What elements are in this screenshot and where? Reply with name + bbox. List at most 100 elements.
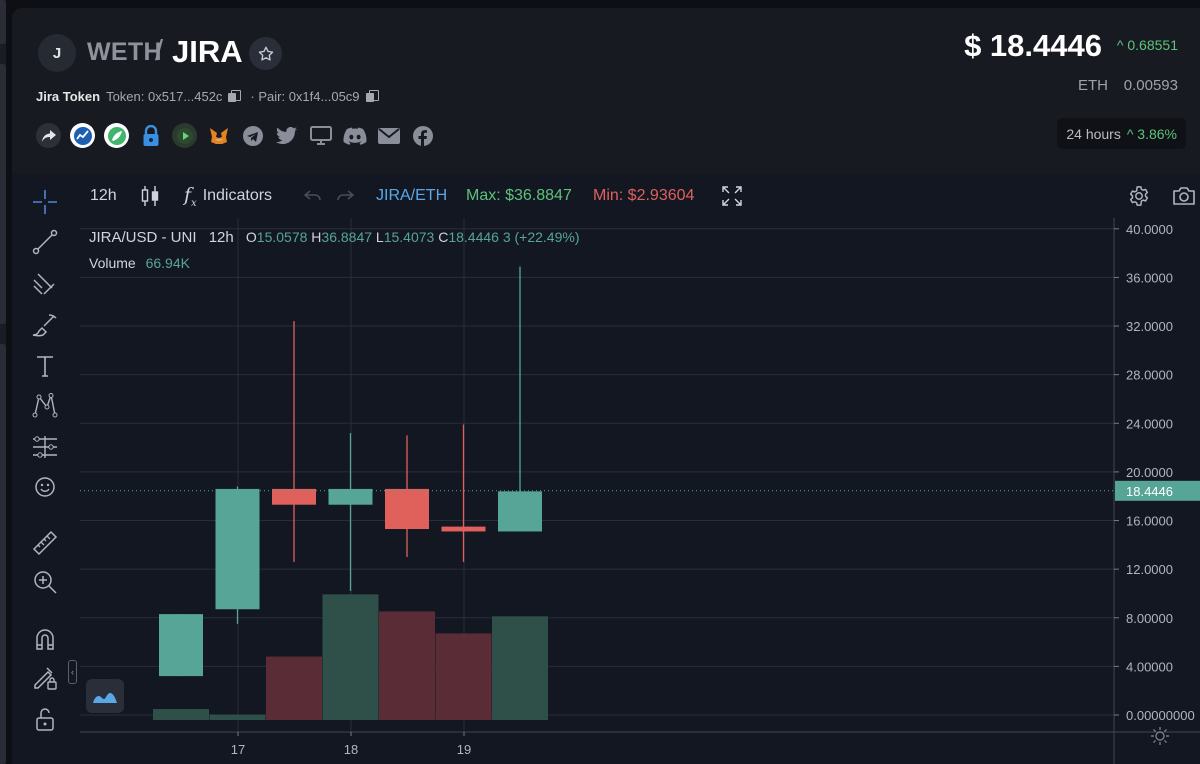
unlock-icon[interactable] — [31, 705, 59, 733]
volume-bar — [209, 714, 266, 720]
fib-icon[interactable] — [31, 271, 59, 299]
fx-icon: fx — [184, 183, 197, 209]
y-tick-label: 4.00000 — [1126, 659, 1173, 674]
last-price-tag — [1115, 480, 1200, 501]
fullscreen-button[interactable] — [722, 174, 742, 218]
sun-icon — [1151, 727, 1169, 745]
y-tick-label: 32.0000 — [1126, 319, 1173, 334]
y-tick-label: 36.0000 — [1126, 270, 1173, 285]
low-value: 15.4073 — [383, 229, 435, 245]
price-chart[interactable]: 40.0000 36.0000 32.0000 28.0000 24.0000 20.00… — [12, 174, 1200, 764]
y-tick-label: 24.0000 — [1126, 416, 1173, 431]
x-tick-label: 18 — [344, 742, 358, 757]
close-label: C — [438, 229, 449, 245]
volume-bar — [153, 709, 209, 720]
collapse-toolbar-button[interactable]: ‹ — [68, 660, 77, 684]
favorite-button[interactable] — [249, 37, 282, 70]
rocket-icon[interactable] — [104, 123, 129, 148]
copy-icon[interactable] — [365, 90, 379, 103]
x-tick-label: 17 — [231, 742, 245, 757]
zoom-icon[interactable] — [31, 568, 59, 596]
copy-icon[interactable] — [228, 90, 242, 103]
token-meta: Jira Token Token: 0x517...452c · Pair: 0… — [36, 89, 382, 104]
low-label: L — [375, 229, 384, 245]
candle-body — [215, 488, 260, 610]
strip-nub — [0, 64, 6, 324]
x-tick-label: 19 — [457, 742, 471, 757]
drawing-toolbar — [12, 174, 78, 764]
legend-symbol: JIRA/USD - UNI — [89, 229, 197, 246]
pair-toggle[interactable]: JIRA/ETH — [376, 187, 448, 204]
strip-nub — [0, 344, 6, 764]
interval-button[interactable]: 12h — [90, 187, 117, 204]
strip-nub — [0, 0, 6, 44]
pair-base: WETH — [87, 38, 162, 66]
eth-price: 0.00593 — [1123, 77, 1178, 94]
redo-icon — [337, 190, 354, 201]
email-icon[interactable] — [376, 123, 401, 148]
camera-icon — [1173, 187, 1195, 205]
telegram-icon[interactable] — [240, 123, 265, 148]
open-value: 15.0578 — [256, 229, 308, 245]
trendline-icon[interactable] — [31, 228, 59, 256]
ohlc-legend: JIRA/USD - UNI 12h O15.0578 H36.8847 L15… — [89, 229, 580, 246]
settings-button[interactable] — [1128, 174, 1150, 218]
facebook-icon[interactable] — [410, 123, 435, 148]
volume-bar — [266, 656, 322, 720]
indicators-button[interactable]: fx Indicators — [184, 174, 272, 218]
change-value: 3 (+22.49%) — [502, 229, 580, 245]
volume-legend: Volume 66.94K — [89, 255, 190, 271]
indicators-label: Indicators — [202, 187, 273, 204]
share-icon[interactable] — [36, 123, 61, 148]
candle-body — [441, 526, 486, 532]
candles-icon — [141, 186, 159, 206]
website-icon[interactable] — [308, 123, 333, 148]
close-value: 18.4446 — [448, 229, 499, 245]
y-tick-label: 8.00000 — [1126, 611, 1173, 626]
lock-icon[interactable] — [138, 123, 163, 148]
undo-icon — [304, 190, 321, 201]
price-change: ^ 0.68551 — [1116, 37, 1178, 53]
token-avatar: J — [38, 34, 76, 72]
metamask-icon[interactable] — [206, 123, 231, 148]
twitter-icon[interactable] — [274, 123, 299, 148]
gear-icon — [1129, 186, 1149, 206]
high-label: H — [311, 229, 322, 245]
candle-body — [385, 488, 429, 530]
undo-button[interactable] — [304, 174, 322, 218]
lock-draw-icon[interactable] — [31, 664, 59, 692]
emoji-icon[interactable] — [31, 473, 59, 501]
text-icon[interactable] — [31, 352, 59, 380]
last-price-label: 18.4446 — [1126, 484, 1173, 499]
period-selector[interactable]: 24 hours ^ 3.86% — [1057, 118, 1186, 149]
tradingview-logo[interactable] — [86, 679, 124, 713]
scale-settings-button[interactable] — [1150, 726, 1170, 751]
crosshair-icon[interactable] — [31, 188, 59, 216]
ruler-icon[interactable] — [31, 529, 59, 557]
candle-type-button[interactable] — [140, 174, 160, 218]
left-panel-strip — [0, 0, 6, 764]
token-name: Jira Token — [36, 89, 101, 104]
magnet-icon[interactable] — [31, 625, 59, 653]
play-icon[interactable] — [172, 123, 197, 148]
eth-label: ETH — [1078, 77, 1108, 94]
y-tick-label: 12.0000 — [1126, 562, 1173, 577]
discord-icon[interactable] — [342, 123, 367, 148]
volume-bar — [492, 616, 548, 720]
redo-button[interactable] — [336, 174, 354, 218]
y-tick-label: 0.00000000 — [1126, 708, 1195, 723]
screenshot-button[interactable] — [1172, 174, 1196, 218]
forecast-icon[interactable] — [31, 433, 59, 461]
current-price: $ 18.4446 — [964, 28, 1102, 63]
period-change: ^ 3.86% — [1126, 125, 1177, 142]
star-icon — [258, 46, 273, 61]
period-label: 24 hours — [1066, 125, 1121, 142]
brush-icon[interactable] — [31, 311, 59, 339]
chart-stats-icon[interactable] — [70, 123, 95, 148]
token-header: J WETH / JIRA Jira Token Token: 0x517...… — [12, 8, 1200, 174]
high-value: 36.8847 — [321, 229, 373, 245]
fullscreen-icon — [722, 186, 742, 206]
min-price-label: Min: $2.93604 — [593, 187, 695, 204]
volume-bar — [379, 611, 435, 720]
pattern-icon[interactable] — [31, 392, 59, 420]
